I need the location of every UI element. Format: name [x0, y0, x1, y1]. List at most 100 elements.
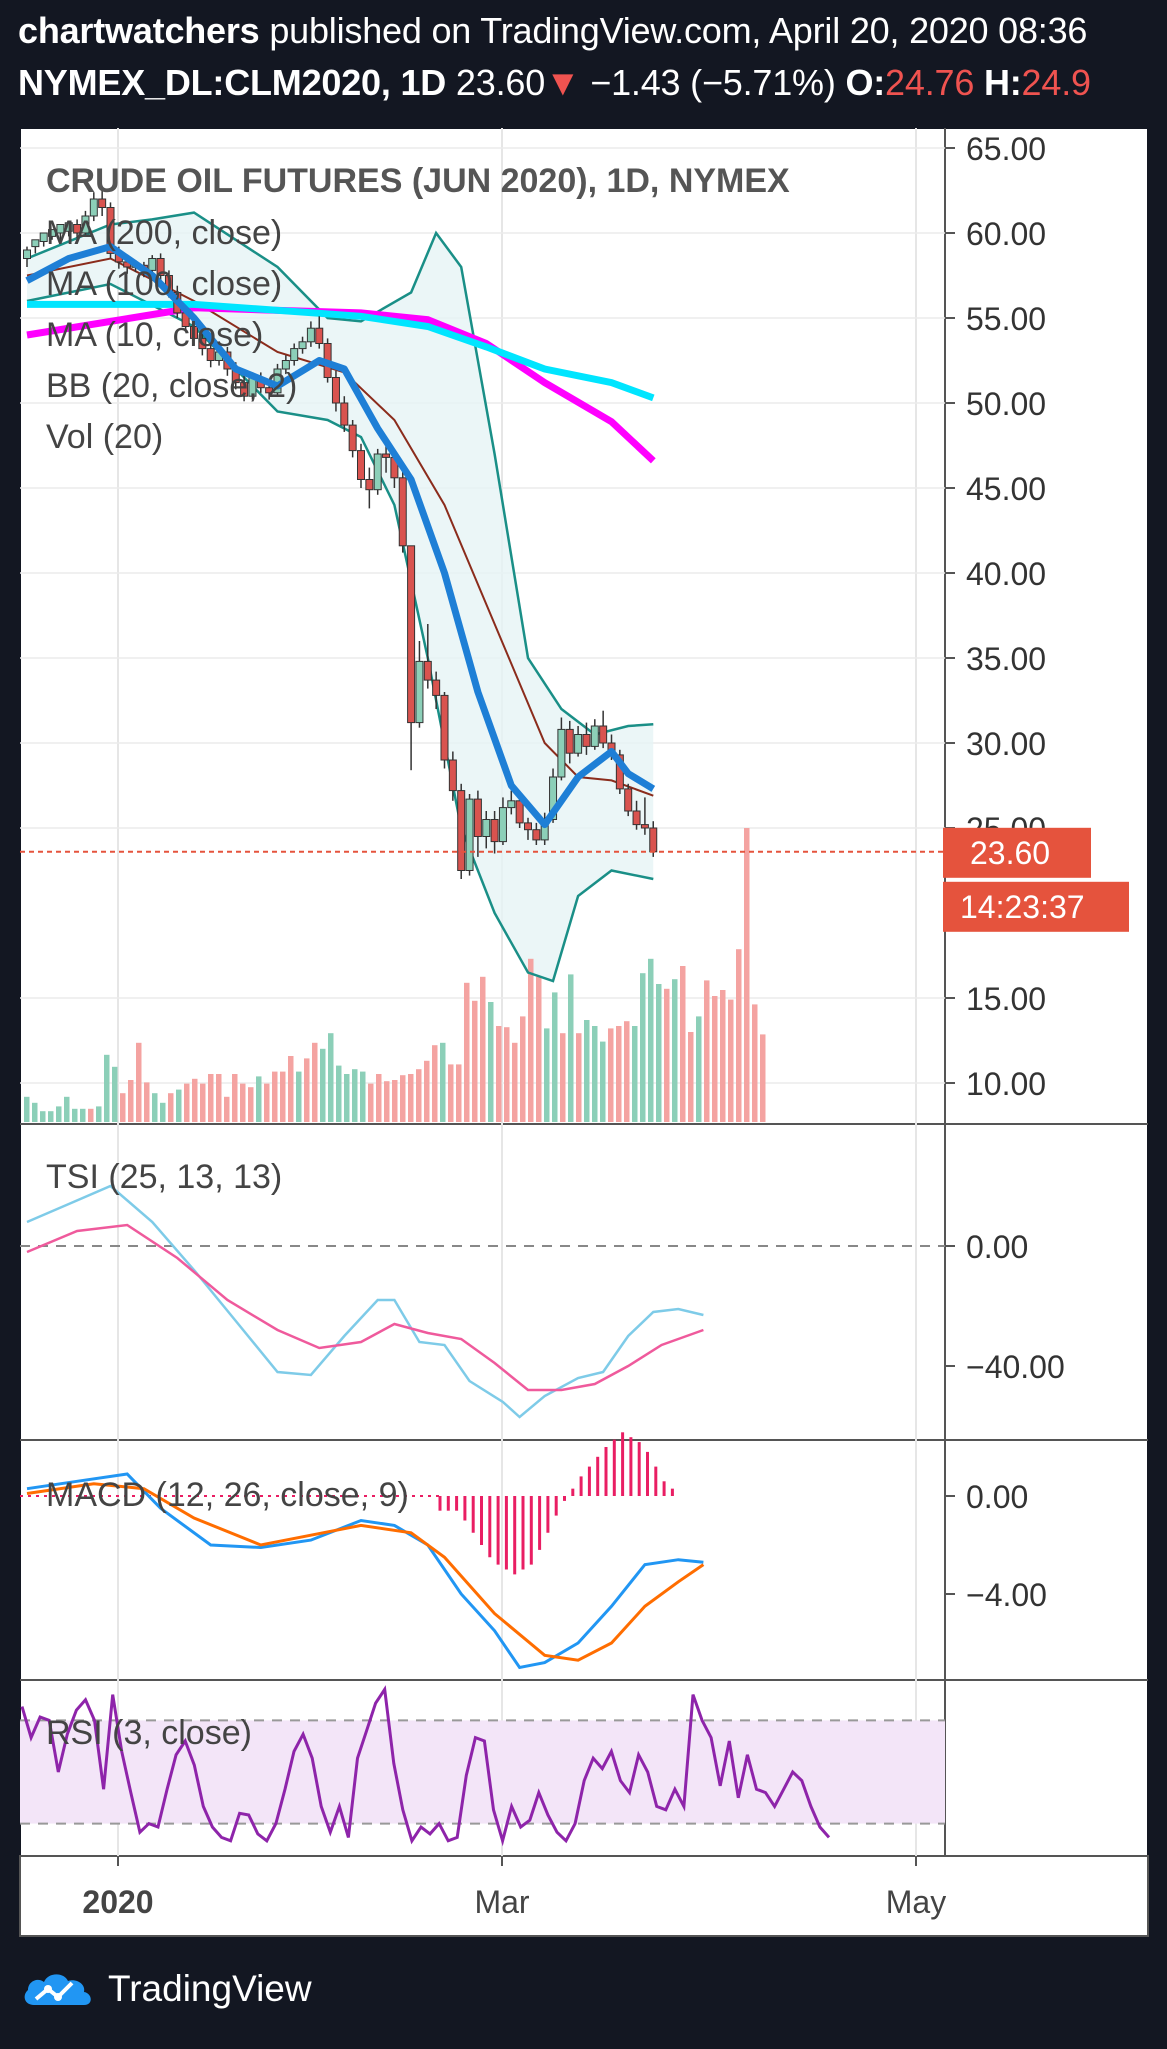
candle-body	[415, 660, 424, 724]
ma10-line	[25, 243, 656, 829]
volume-bar	[240, 1083, 246, 1122]
price-tick-label: 50.00	[966, 386, 1046, 422]
volume-bar	[360, 1071, 366, 1122]
header-line-2: NYMEX_DL:CLM2020, 1D 23.60▼ −1.43 (−5.71…	[18, 62, 1091, 104]
candle-body	[398, 477, 407, 547]
candle-body	[148, 258, 157, 271]
candle-body	[64, 222, 73, 232]
chart-canvas[interactable]: 65.00 60.00 55.00 50.00 45.00 40.00 35.00 30.00…	[0, 0, 1167, 1950]
volume-bar	[160, 1102, 166, 1122]
candle-body	[448, 759, 457, 792]
volume-bar	[736, 949, 742, 1122]
volume-bar	[560, 1033, 566, 1122]
candle-body	[649, 827, 658, 853]
volume-bar	[328, 1033, 334, 1122]
candle-body	[482, 819, 491, 837]
volume-bar	[408, 1074, 414, 1122]
volume-bar	[488, 1002, 494, 1122]
candle-body	[81, 215, 90, 234]
price-tick-label: 35.00	[966, 641, 1046, 677]
volume-bar	[640, 973, 646, 1122]
volume-bar	[184, 1083, 190, 1122]
candle-body	[382, 453, 391, 458]
tsi-legend: TSI (25, 13, 13)	[46, 1158, 282, 1196]
volume-bar	[288, 1056, 294, 1122]
candle-body	[290, 348, 299, 362]
volume-bar	[600, 1041, 606, 1122]
volume-bar	[136, 1042, 142, 1122]
volume-bar	[336, 1065, 342, 1122]
volume-bar	[40, 1111, 46, 1122]
countdown-label-bg	[943, 881, 1129, 932]
price-tick-label: 30.00	[966, 726, 1046, 762]
header-line-1: chartwatchers published on TradingView.c…	[18, 10, 1087, 52]
tsi-tick-label: −40.00	[966, 1349, 1065, 1385]
volume-bar	[472, 1000, 478, 1122]
volume-bar	[64, 1096, 70, 1122]
indicator-legend-item: Vol (20)	[46, 418, 163, 456]
candle-body	[348, 424, 357, 452]
candle-body	[515, 800, 524, 824]
volume-bar	[696, 1016, 702, 1122]
candle-body	[373, 453, 382, 491]
volume-bar	[256, 1076, 262, 1122]
author-name[interactable]: chartwatchers	[18, 10, 260, 51]
last-price-label: 23.60	[970, 835, 1050, 871]
volume-bar	[728, 999, 734, 1122]
candle-body	[365, 479, 374, 491]
volume-bar	[344, 1074, 350, 1122]
candle-body	[48, 229, 57, 237]
indicator-legend-item: MA (10, close)	[46, 316, 263, 354]
candle-body	[565, 728, 574, 754]
tsi-signal-line	[26, 1223, 704, 1392]
volume-bar	[432, 1045, 438, 1122]
last-price-label-bg	[943, 827, 1091, 878]
volume-bar	[632, 1026, 638, 1122]
candle-body	[590, 725, 599, 747]
candle-body	[156, 258, 165, 276]
candle-body	[557, 728, 566, 778]
candle-body	[331, 377, 340, 404]
candle-body	[190, 326, 198, 339]
candle-body	[23, 249, 31, 259]
candle-body	[640, 824, 649, 829]
candle-body	[524, 822, 532, 831]
price-tick-label: 10.00	[966, 1066, 1046, 1102]
footer-brand: TradingView	[108, 1968, 312, 2009]
volume-bar	[464, 982, 470, 1122]
candle-body	[440, 694, 449, 761]
price-tick-label: 55.00	[966, 301, 1046, 337]
price-tick-label: 40.00	[966, 556, 1046, 592]
macd-tick-label: 0.00	[966, 1479, 1028, 1515]
price-change: −1.43 (−5.71%)	[590, 62, 836, 103]
volume-bar	[368, 1083, 374, 1122]
last-price: 23.60	[455, 62, 546, 103]
time-axis-right-cover	[946, 1858, 1147, 1934]
volume-bar	[248, 1087, 254, 1122]
candle-body	[357, 450, 365, 481]
volume-bar	[232, 1074, 238, 1122]
volume-bar	[296, 1071, 302, 1122]
volume-bar	[656, 984, 662, 1122]
high-label: H:	[983, 62, 1022, 103]
volume-bar	[200, 1083, 206, 1122]
tsi-line	[26, 1184, 704, 1419]
time-tick-label: May	[886, 1884, 946, 1920]
candle-body	[599, 725, 608, 744]
indicator-legend-item: MA (100, close)	[46, 265, 282, 303]
volume-bar	[272, 1071, 278, 1122]
volume-bar	[712, 996, 718, 1122]
rsi-band-fill	[20, 1720, 945, 1824]
bollinger-band-fill	[27, 212, 654, 982]
volume-bar	[376, 1074, 382, 1122]
price-tick-label: 60.00	[966, 216, 1046, 252]
high-value: 24.9	[1021, 62, 1091, 103]
volume-bar	[88, 1108, 94, 1122]
candle-body	[98, 198, 107, 208]
candle-body	[582, 734, 591, 747]
tradingview-logo[interactable]: TradingView	[20, 1968, 312, 2010]
candle-body	[31, 239, 40, 248]
tsi-tick-label: 0.00	[966, 1229, 1028, 1265]
price-tick-label: 45.00	[966, 471, 1046, 507]
candle-body	[624, 788, 633, 812]
